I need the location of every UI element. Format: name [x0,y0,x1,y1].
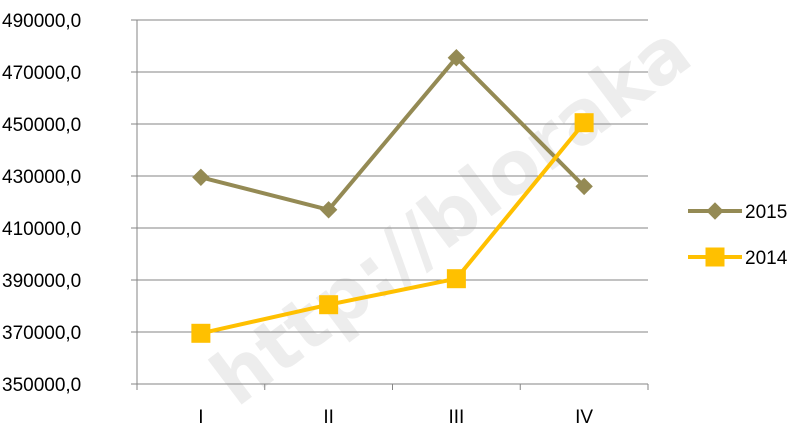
y-tick-label: 490000,0 [2,11,81,32]
data-point-2015 [192,168,210,187]
x-tick-labels: I II III IV [198,407,593,428]
y-tick-label: 470000,0 [2,63,81,84]
series-group [191,48,594,343]
y-tick-label: 370000,0 [2,323,81,344]
legend-marker-2014 [705,247,725,267]
x-tick-label: IV [575,407,593,428]
x-tick-label: III [448,407,464,428]
data-point-2014 [446,269,466,289]
data-point-2014 [191,323,211,343]
y-tick-label: 450000,0 [2,115,81,136]
axes [131,19,649,390]
legend-marker-2015 [706,202,724,220]
legend-label-2014: 2014 [745,248,788,269]
data-point-2015 [447,48,466,67]
y-tick-label: 410000,0 [2,219,81,240]
gridlines [137,19,648,385]
data-point-2014 [319,295,339,315]
y-tick-labels: 350000,0 370000,0 390000,0 410000,0 430000,0… [2,11,81,396]
legend-label-2015: 2015 [745,202,787,223]
x-tick-label: II [323,407,334,428]
data-point-2015 [575,177,593,196]
legend: 2015 2014 [688,202,788,269]
data-point-2015 [319,201,338,219]
series-line-2014 [200,121,586,336]
x-tick-label: I [198,407,203,428]
y-tick-label: 350000,0 [2,375,81,396]
data-point-2014 [574,113,594,133]
watermark: http://bloraka [196,8,707,423]
series-line-2015 [200,55,586,212]
y-tick-label: 430000,0 [2,167,81,188]
y-tick-label: 390000,0 [2,271,81,292]
